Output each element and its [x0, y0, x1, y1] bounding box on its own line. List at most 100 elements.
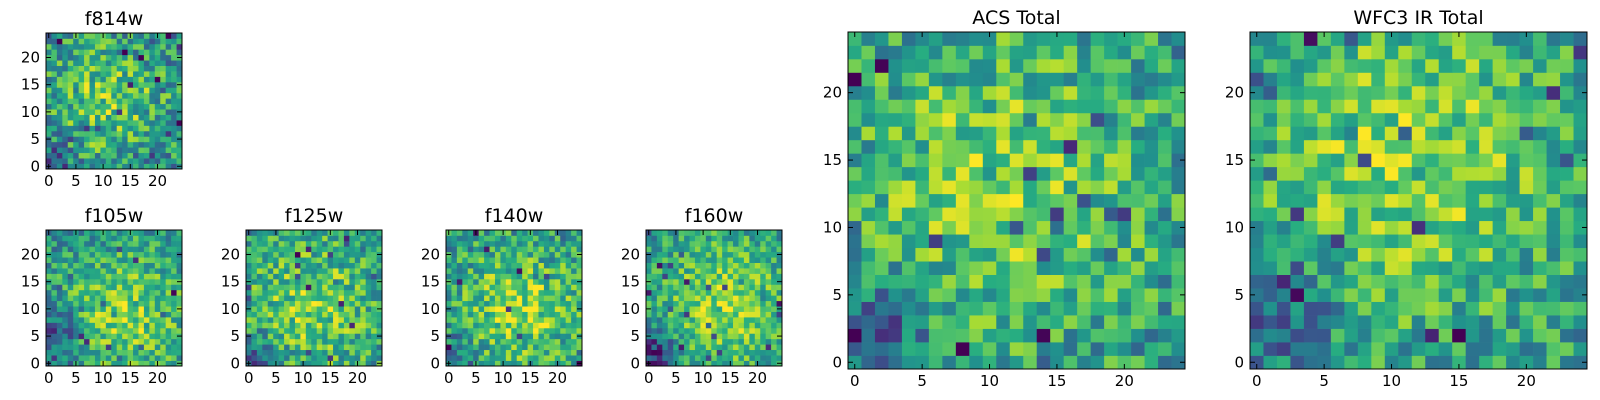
heatmap-cell [273, 295, 279, 302]
heatmap-cell [1398, 234, 1413, 249]
heatmap-cell [1023, 72, 1038, 87]
heatmap-cell [1506, 288, 1520, 302]
heatmap-cell [143, 273, 150, 280]
heatmap-cell [143, 54, 150, 61]
heatmap-cell [176, 284, 183, 291]
heatmap-cell [278, 240, 285, 247]
y-tick-label: 5 [30, 327, 40, 345]
y-tick-label: 0 [230, 354, 240, 372]
heatmap-cell [771, 349, 777, 356]
heatmap-cell [942, 193, 957, 208]
heatmap-cell [467, 235, 474, 242]
heatmap-cell [327, 349, 334, 356]
heatmap-cell [294, 311, 301, 318]
heatmap-cell [494, 327, 501, 334]
heatmap-cell [56, 333, 63, 340]
heatmap-cell [143, 65, 150, 72]
heatmap-cell [116, 152, 123, 159]
heatmap-cell [678, 327, 685, 334]
heatmap-cell [722, 262, 728, 269]
heatmap-cell [560, 327, 567, 334]
heatmap-cell [915, 153, 930, 168]
heatmap-cell [527, 344, 534, 351]
heatmap-cell [1452, 328, 1467, 343]
heatmap-cell [149, 92, 156, 99]
heatmap-cell [89, 114, 96, 121]
heatmap-cell [651, 262, 658, 269]
heatmap-cell [711, 333, 718, 340]
heatmap-cell [143, 49, 150, 56]
heatmap-cell [874, 207, 889, 222]
heatmap-cell [1357, 166, 1372, 181]
heatmap-cell [456, 284, 463, 291]
heatmap-cell [1158, 193, 1172, 208]
heatmap-cell [549, 289, 556, 296]
heatmap-cell [73, 103, 79, 110]
heatmap-cell [1425, 126, 1440, 141]
heatmap-cell [662, 295, 669, 302]
heatmap-cell [1158, 261, 1172, 275]
heatmap-cell [327, 289, 334, 296]
heatmap-cell [273, 284, 279, 291]
heatmap-cell [100, 338, 107, 345]
heatmap-cell [694, 338, 701, 345]
heatmap-cell [100, 246, 107, 253]
heatmap-cell [760, 251, 767, 258]
heatmap-cell [1131, 301, 1145, 316]
heatmap-cell [133, 317, 139, 323]
heatmap-cell [705, 344, 712, 351]
heatmap-cell [256, 300, 263, 307]
heatmap-cell [1357, 207, 1372, 222]
heatmap-cell [1344, 166, 1359, 181]
heatmap-cell [133, 76, 139, 83]
heatmap-cell [1519, 220, 1534, 235]
heatmap-cell [1077, 234, 1091, 249]
heatmap-cell [467, 273, 474, 280]
heatmap-cell [273, 273, 279, 280]
heatmap-cell [262, 289, 269, 296]
heatmap-cell [484, 317, 490, 323]
heatmap-cell [1317, 261, 1332, 275]
heatmap-cell [289, 295, 296, 302]
heatmap-cell [111, 81, 118, 88]
heatmap-cell [51, 136, 58, 143]
heatmap-cell [62, 87, 69, 94]
heatmap-cell [500, 295, 507, 302]
heatmap-cell [1063, 32, 1078, 46]
heatmap-cell [154, 284, 161, 291]
heatmap-cell [354, 268, 361, 274]
heatmap-cell [94, 49, 101, 56]
heatmap-cell [1465, 207, 1480, 222]
heatmap-cell [1131, 315, 1145, 329]
heatmap-cell [538, 355, 545, 361]
heatmap-cell [149, 38, 156, 45]
heatmap-cell [105, 338, 112, 345]
heatmap-cell [1546, 193, 1561, 208]
heatmap-cell [1171, 315, 1186, 329]
heatmap-cell [738, 268, 745, 274]
heatmap-cell [549, 333, 556, 340]
heatmap-cell [915, 288, 930, 302]
heatmap-cell [538, 333, 545, 340]
heatmap-cell [311, 257, 318, 263]
heatmap-cell [1131, 355, 1145, 370]
heatmap-cell [56, 114, 63, 121]
heatmap-cell [928, 180, 943, 195]
heatmap-cell [116, 289, 123, 296]
heatmap-cell [149, 268, 156, 274]
heatmap-cell [1438, 85, 1453, 100]
heatmap-cell [494, 246, 501, 253]
heatmap-cell [533, 251, 539, 258]
heatmap-cell [738, 278, 745, 285]
heatmap-cell [716, 322, 723, 329]
heatmap-cell [1425, 32, 1440, 46]
heatmap-cell [705, 251, 712, 258]
heatmap-cell [1263, 139, 1278, 154]
heatmap-cell [888, 261, 903, 275]
heatmap-cell [56, 158, 63, 164]
heatmap-cell [743, 327, 750, 334]
heatmap-cell [689, 230, 696, 236]
heatmap-cell [111, 273, 118, 280]
heatmap-cell [1452, 153, 1467, 168]
heatmap-cell [1546, 72, 1561, 87]
